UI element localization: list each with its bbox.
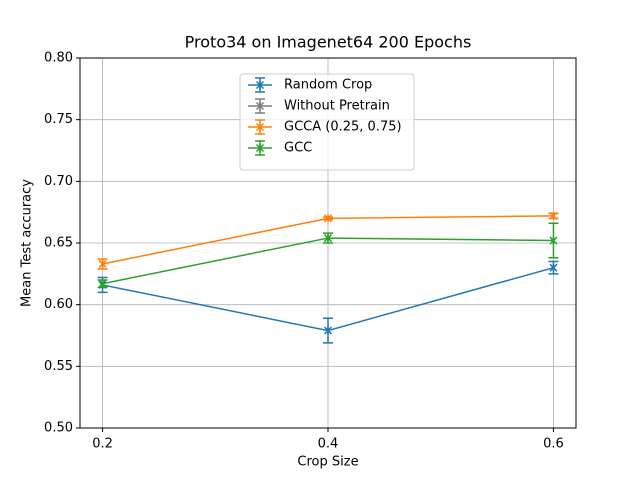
- chart-title: Proto34 on Imagenet64 200 Epochs: [185, 33, 472, 52]
- legend-marker: [255, 101, 265, 111]
- x-tick-label: 0.6: [543, 437, 564, 452]
- point-marker: [323, 326, 333, 335]
- point-marker: [549, 236, 558, 245]
- legend-label: Without Pretrain: [284, 99, 390, 114]
- y-tick-label: 0.80: [44, 51, 73, 66]
- legend-marker: [255, 122, 265, 132]
- legend-marker: [255, 80, 265, 90]
- point-marker: [98, 259, 107, 268]
- y-tick-label: 0.65: [44, 236, 73, 251]
- plot-frame: [79, 57, 577, 429]
- point-marker: [98, 279, 107, 288]
- point-marker: [549, 263, 558, 272]
- legend-label: GCC: [284, 141, 312, 156]
- legend-label: Random Crop: [284, 78, 372, 93]
- point-marker: [549, 211, 558, 220]
- y-tick-label: 0.70: [44, 174, 73, 189]
- y-tick-label: 0.75: [44, 112, 73, 127]
- legend-box: [239, 73, 415, 171]
- x-tick-label: 0.4: [318, 437, 339, 452]
- point-marker: [323, 214, 333, 223]
- y-tick-label: 0.60: [44, 297, 73, 312]
- point-marker: [323, 234, 333, 243]
- legend-label: GCCA (0.25, 0.75): [284, 120, 402, 135]
- x-axis-label: Crop Size: [297, 455, 358, 470]
- y-axis-label: Mean Test accuracy: [20, 179, 35, 307]
- y-tick-label: 0.50: [44, 421, 73, 436]
- y-tick-label: 0.55: [44, 359, 73, 374]
- legend-marker: [255, 143, 265, 153]
- x-tick-label: 0.2: [92, 437, 113, 452]
